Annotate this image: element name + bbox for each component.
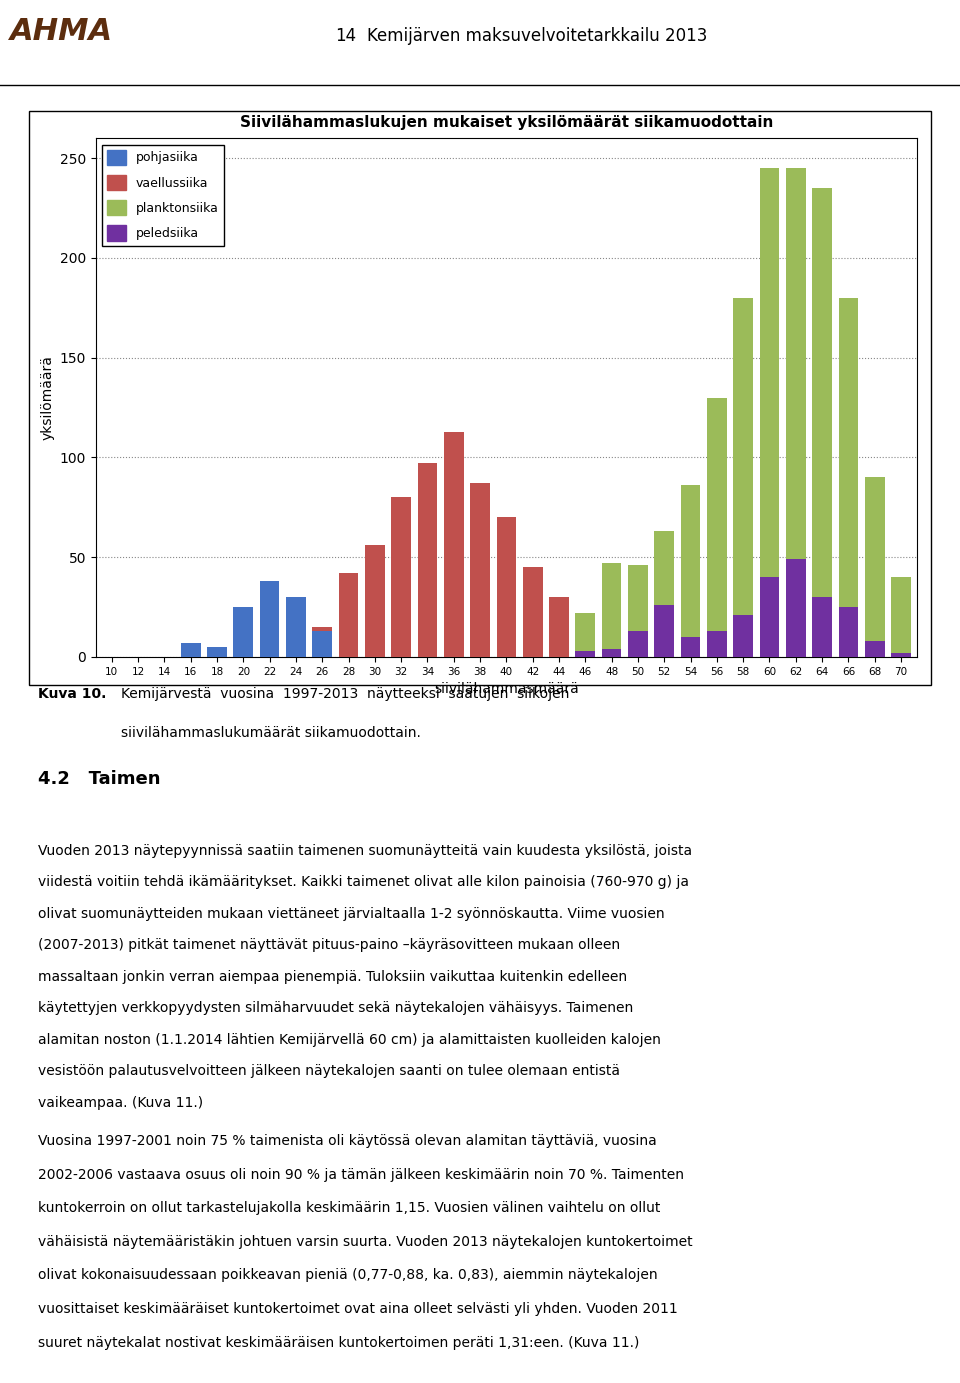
Bar — [470, 631, 490, 657]
Bar — [655, 531, 674, 657]
Bar — [523, 567, 542, 657]
Text: massaltaan jonkin verran aiempaa pienempiä. Tuloksiin vaikuttaa kuitenkin edelle: massaltaan jonkin verran aiempaa pienemp… — [38, 969, 628, 983]
Text: Vuosina 1997-2001 noin 75 % taimenista oli käytössä olevan alamitan täyttäviä, v: Vuosina 1997-2001 noin 75 % taimenista o… — [38, 1134, 658, 1148]
Bar — [681, 638, 701, 657]
Text: viidestä voitiin tehdä ikämääritykset. Kaikki taimenet olivat alle kilon painois: viidestä voitiin tehdä ikämääritykset. K… — [38, 875, 689, 889]
Text: siivilähammaslukumäärät siikamuodottain.: siivilähammaslukumäärät siikamuodottain. — [121, 726, 420, 740]
Bar — [496, 517, 516, 657]
Text: kuntokerroin on ollut tarkastelujakolla keskimäärin 1,15. Vuosien välinen vaihte: kuntokerroin on ollut tarkastelujakolla … — [38, 1202, 660, 1216]
Bar — [207, 653, 227, 657]
Text: alamitan noston (1.1.2014 lähtien Kemijärvellä 60 cm) ja alamittaisten kuolleide: alamitan noston (1.1.2014 lähtien Kemijä… — [38, 1033, 661, 1047]
Bar — [286, 597, 306, 657]
Bar — [707, 631, 727, 657]
Bar — [838, 297, 858, 657]
Text: Kemijärven maksuvelvoitetarkkailu 2013: Kemijärven maksuvelvoitetarkkailu 2013 — [368, 26, 708, 46]
Y-axis label: yksilömäärä: yksilömäärä — [40, 355, 55, 440]
Bar — [233, 607, 253, 657]
Bar — [759, 577, 780, 657]
Bar — [891, 577, 911, 657]
Text: vesistöön palautusvelvoitteen jälkeen näytekalojen saanti on tulee olemaan entis: vesistöön palautusvelvoitteen jälkeen nä… — [38, 1064, 620, 1079]
Bar — [444, 597, 464, 657]
Bar — [628, 631, 648, 657]
Bar — [838, 607, 858, 657]
Bar — [865, 640, 884, 657]
Text: olivat kokonaisuudessaan poikkeavan pieniä (0,77-0,88, ka. 0,83), aiemmin näytek: olivat kokonaisuudessaan poikkeavan pien… — [38, 1268, 658, 1282]
Bar — [575, 613, 595, 657]
Bar — [707, 398, 727, 657]
Bar — [786, 559, 805, 657]
Bar — [602, 649, 621, 657]
Bar — [812, 188, 832, 657]
Bar — [260, 581, 279, 657]
Title: Siivilähammaslukujen mukaiset yksilömäärät siikamuodottain: Siivilähammaslukujen mukaiset yksilömäär… — [240, 115, 773, 130]
Bar — [602, 563, 621, 657]
Text: olivat suomunäytteiden mukaan viettäneet järvialtaalla 1-2 syönnöskautta. Viime : olivat suomunäytteiden mukaan viettäneet… — [38, 907, 665, 921]
Bar — [470, 484, 490, 657]
Text: 4.2   Taimen: 4.2 Taimen — [38, 770, 161, 788]
Bar — [207, 647, 227, 657]
Bar — [549, 597, 569, 657]
Text: (2007-2013) pitkät taimenet näyttävät pituus-paino –käyräsovitteen mukaan olleen: (2007-2013) pitkät taimenet näyttävät pi… — [38, 938, 620, 952]
Bar — [759, 169, 780, 657]
Bar — [444, 431, 464, 657]
Bar — [865, 477, 884, 657]
Bar — [418, 463, 438, 657]
Text: suuret näytekalat nostivat keskimääräisen kuntokertoimen peräti 1,31:een. (Kuva : suuret näytekalat nostivat keskimääräise… — [38, 1336, 639, 1350]
Bar — [233, 656, 253, 657]
Bar — [365, 545, 385, 657]
Bar — [812, 597, 832, 657]
Bar — [628, 566, 648, 657]
Bar — [549, 613, 569, 657]
Text: 2002-2006 vastaava osuus oli noin 90 % ja tämän jälkeen keskimäärin noin 70 %. T: 2002-2006 vastaava osuus oli noin 90 % j… — [38, 1167, 684, 1181]
Bar — [786, 169, 805, 657]
Text: Kuva 10.: Kuva 10. — [38, 687, 107, 701]
Text: vaikeampaa. (Kuva 11.): vaikeampaa. (Kuva 11.) — [38, 1095, 204, 1109]
Text: käytettyjen verkkopyydysten silmäharvuudet sekä näytekalojen vähäisyys. Taimenen: käytettyjen verkkopyydysten silmäharvuud… — [38, 1001, 634, 1015]
Bar — [496, 626, 516, 657]
Text: 14: 14 — [335, 26, 356, 46]
Bar — [523, 617, 542, 657]
Bar — [681, 485, 701, 657]
Text: vähäisistä näytemääristäkin johtuen varsin suurta. Vuoden 2013 näytekalojen kunt: vähäisistä näytemääristäkin johtuen vars… — [38, 1235, 693, 1249]
Bar — [655, 606, 674, 657]
Bar — [312, 631, 332, 657]
X-axis label: siivilähammasmäärä: siivilähammasmäärä — [434, 682, 579, 696]
Bar — [891, 653, 911, 657]
Legend: pohjasiika, vaellussiika, planktonsiika, peledsiika: pohjasiika, vaellussiika, planktonsiika,… — [103, 145, 224, 246]
Bar — [733, 615, 753, 657]
Text: vuosittaiset keskimääräiset kuntokertoimet ovat aina olleet selvästi yli yhden. : vuosittaiset keskimääräiset kuntokertoim… — [38, 1301, 678, 1317]
Bar — [180, 643, 201, 657]
Bar — [339, 573, 358, 657]
Text: Vuoden 2013 näytepyynnissä saatiin taimenen suomunäytteitä vain kuudesta yksilös: Vuoden 2013 näytepyynnissä saatiin taime… — [38, 844, 692, 857]
Bar — [392, 498, 411, 657]
Bar — [575, 651, 595, 657]
Text: AHMA: AHMA — [10, 17, 112, 46]
Bar — [733, 297, 753, 657]
Text: Kemijärvestä  vuosina  1997-2013  näytteeksi  saatujen  siikojen: Kemijärvestä vuosina 1997-2013 näytteeks… — [121, 687, 569, 701]
Bar — [312, 626, 332, 657]
